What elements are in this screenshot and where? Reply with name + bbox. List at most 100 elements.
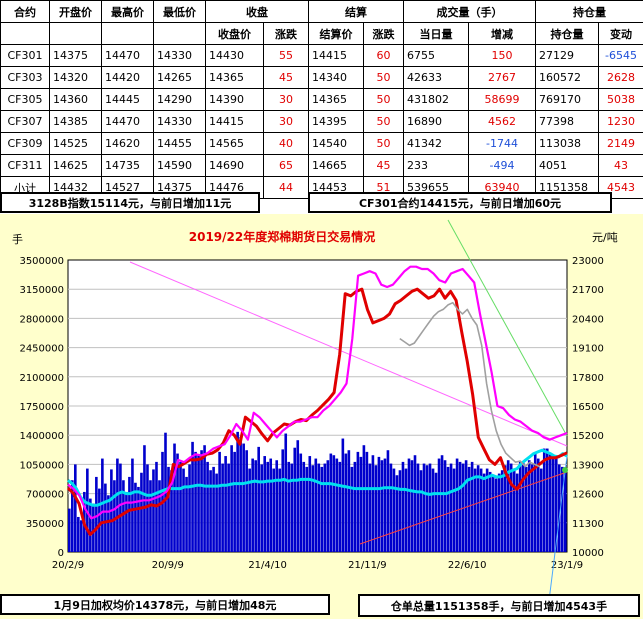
table-cell: -494 xyxy=(469,155,536,177)
volume-bar xyxy=(101,459,104,552)
left-tick-label: 350000 xyxy=(26,519,64,530)
left-tick-label: 1050000 xyxy=(19,460,64,471)
volume-bar xyxy=(224,456,227,552)
header-high-cont xyxy=(102,23,154,45)
table-cell: CF301 xyxy=(1,45,50,67)
volume-bar xyxy=(227,464,230,552)
quotes-table: 合约 开盘价 最高价 最低价 收盘 结算 成交量（手） 持仓量 收盘价 涨跌 结… xyxy=(0,0,643,199)
volume-bar xyxy=(131,459,134,552)
volume-bar xyxy=(290,464,293,552)
table-cell: 233 xyxy=(404,155,469,177)
table-cell: 30 xyxy=(264,89,309,111)
volume-bar xyxy=(257,447,260,552)
volume-bar xyxy=(311,465,314,552)
table-cell: -6545 xyxy=(599,45,643,67)
volume-bar xyxy=(498,474,501,552)
volume-bar xyxy=(489,472,492,552)
volume-bar xyxy=(483,474,486,552)
volume-bar xyxy=(230,445,233,552)
volume-bar xyxy=(236,432,239,552)
volume-bar xyxy=(525,467,528,552)
volume-bar xyxy=(552,455,555,552)
left-tick-label: 700000 xyxy=(26,490,64,501)
warehouse-banner: 仓单总量1151358手，与前日增加4543手 xyxy=(358,594,640,617)
volume-bar xyxy=(384,459,387,552)
left-tick-label: 1750000 xyxy=(19,402,64,413)
volume-bar xyxy=(396,475,399,552)
left-tick-label: 2800000 xyxy=(19,314,64,325)
table-cell: CF307 xyxy=(1,111,50,133)
volume-bar xyxy=(104,484,107,552)
right-tick-label: 20400 xyxy=(572,314,604,325)
table-cell: CF305 xyxy=(1,89,50,111)
x-tick-label: 23/1/9 xyxy=(551,560,583,571)
volume-bar xyxy=(429,464,432,552)
table-cell: 14470 xyxy=(102,111,154,133)
volume-bar xyxy=(281,449,284,552)
x-tick-label: 22/6/10 xyxy=(448,560,487,571)
volume-bar xyxy=(420,470,423,552)
table-cell: 14395 xyxy=(309,111,364,133)
right-tick-label: 17800 xyxy=(572,373,604,384)
header-open-interest: 持仓量 xyxy=(536,23,599,45)
volume-bar xyxy=(513,469,516,552)
volume-bar xyxy=(74,464,77,552)
group-header-settle: 结算 xyxy=(309,1,404,23)
header-oi-change: 变动 xyxy=(599,23,643,45)
table-cell: 55 xyxy=(264,45,309,67)
volume-bar xyxy=(89,499,92,552)
volume-bar xyxy=(519,462,522,552)
volume-bar xyxy=(411,460,414,552)
volume-bar xyxy=(546,449,549,552)
table-cell: 4051 xyxy=(536,155,599,177)
volume-bar xyxy=(363,445,366,552)
volume-bar xyxy=(441,455,444,552)
table-cell: 14375 xyxy=(50,45,102,67)
volume-bar xyxy=(77,517,80,552)
volume-bar xyxy=(372,455,375,552)
volume-bar xyxy=(92,504,95,552)
volume-bar xyxy=(179,462,182,552)
volume-bar xyxy=(501,470,504,552)
table-cell: 27129 xyxy=(536,45,599,67)
volume-bar xyxy=(414,455,417,552)
table-cell: 14385 xyxy=(50,111,102,133)
volume-bar xyxy=(245,450,248,552)
volume-bar xyxy=(399,470,402,552)
volume-bar xyxy=(537,459,540,552)
volume-bar xyxy=(402,462,405,552)
volume-bar xyxy=(266,462,269,552)
index-banner: 3128B指数15114元，与前日增加11元 xyxy=(0,192,260,213)
volume-bar xyxy=(308,456,311,552)
volume-bar xyxy=(393,469,396,552)
volume-bar xyxy=(465,460,468,552)
table-cell: 50 xyxy=(364,67,404,89)
volume-bar xyxy=(522,462,525,552)
table-cell: 41342 xyxy=(404,133,469,155)
table-cell: 14320 xyxy=(50,67,102,89)
left-axis-label: 手 xyxy=(12,232,23,246)
weighted-price-banner: 1月9日加权均价14378元，与前日增加48元 xyxy=(0,594,330,615)
volume-bar xyxy=(339,462,342,552)
volume-bar xyxy=(354,462,357,552)
header-low: 最低价 xyxy=(154,1,206,23)
table-cell: 14445 xyxy=(102,89,154,111)
table-cell: 42633 xyxy=(404,67,469,89)
right-tick-label: 21700 xyxy=(572,285,604,296)
table-cell: 160572 xyxy=(536,67,599,89)
x-tick-label: 20/9/9 xyxy=(152,560,184,571)
left-tick-label: 0 xyxy=(58,548,64,559)
table-cell: 14525 xyxy=(50,133,102,155)
table-cell: 2628 xyxy=(599,67,643,89)
volume-bar xyxy=(137,487,140,552)
table-cell: 150 xyxy=(469,45,536,67)
table-cell: 50 xyxy=(364,111,404,133)
futures-chart: 0350000700000105000014000001750000210000… xyxy=(0,214,643,619)
table-cell: 14735 xyxy=(102,155,154,177)
volume-bar xyxy=(107,495,110,552)
volume-bar xyxy=(342,439,345,552)
table-cell: 14565 xyxy=(206,133,264,155)
volume-bar xyxy=(140,473,143,552)
